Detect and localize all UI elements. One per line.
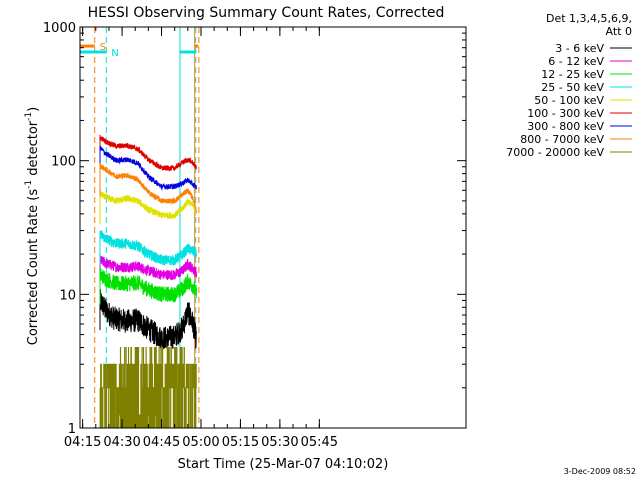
x-axis-label: Start Time (25-Mar-07 04:10:02) xyxy=(178,457,389,472)
y-tick-label: 1 xyxy=(68,422,76,437)
x-tick-label: 05:30 xyxy=(261,435,298,450)
flag-label-s: S xyxy=(100,42,106,53)
series-line xyxy=(99,289,197,350)
legend-entry-label: 800 - 7000 keV xyxy=(520,133,604,146)
series-line xyxy=(99,163,197,213)
y-tick-label: 10 xyxy=(59,288,76,303)
y-axis-label-mid: detector xyxy=(26,120,41,180)
y-tick-label: 1000 xyxy=(43,21,76,36)
y-axis-label-sup2: -1 xyxy=(24,112,34,121)
footer-date: 3-Dec-2009 08:52 xyxy=(564,467,636,476)
x-tick-label: 05:45 xyxy=(301,435,338,450)
x-tick-label: 05:15 xyxy=(222,435,259,450)
series-line xyxy=(99,134,197,172)
legend-entry-label: 7000 - 20000 keV xyxy=(506,146,604,159)
x-tick-label: 04:30 xyxy=(103,435,140,450)
x-tick-label: 04:15 xyxy=(64,435,101,450)
series-line xyxy=(99,255,197,290)
y-axis-label: Corrected Count Rate (s-1 detector-1) xyxy=(24,107,41,345)
series-line xyxy=(99,190,197,224)
y-axis-label-main: Corrected Count Rate (s xyxy=(26,189,41,346)
x-tick-label: 04:45 xyxy=(143,435,180,450)
series-line xyxy=(99,267,197,305)
plot-frame xyxy=(79,26,467,429)
legend-entry-label: 25 - 50 keV xyxy=(541,81,604,94)
series-line xyxy=(99,229,197,266)
legend-header-2: Att 0 xyxy=(606,25,632,38)
legend-header-1: Det 1,3,4,5,6,9, xyxy=(546,12,632,25)
legend-entry-label: 3 - 6 keV xyxy=(555,42,604,55)
chart-title: HESSI Observing Summary Count Rates, Cor… xyxy=(88,5,445,21)
plot-lines: SN xyxy=(80,27,200,429)
x-tick-label: 05:00 xyxy=(182,435,219,450)
plot-border xyxy=(79,26,467,429)
flag-label-n: N xyxy=(111,48,118,59)
y-axis-label-end: ) xyxy=(26,107,41,112)
legend-entry-label: 100 - 300 keV xyxy=(527,107,604,120)
series-line xyxy=(99,347,197,429)
y-axis-ticks: 1 10 100 1000 xyxy=(43,21,466,437)
y-tick-label: 100 xyxy=(51,155,76,170)
legend-entry-label: 6 - 12 keV xyxy=(548,55,604,68)
series-line xyxy=(99,145,197,191)
x-axis-ticks: 04:15 04:30 04:45 05:00 05:15 05:30 05:45 xyxy=(64,27,338,450)
legend-entry-label: 300 - 800 keV xyxy=(527,120,604,133)
legend-entry-label: 12 - 25 keV xyxy=(541,68,604,81)
y-axis-label-sup1: -1 xyxy=(24,180,34,189)
legend-entry-label: 50 - 100 keV xyxy=(534,94,604,107)
